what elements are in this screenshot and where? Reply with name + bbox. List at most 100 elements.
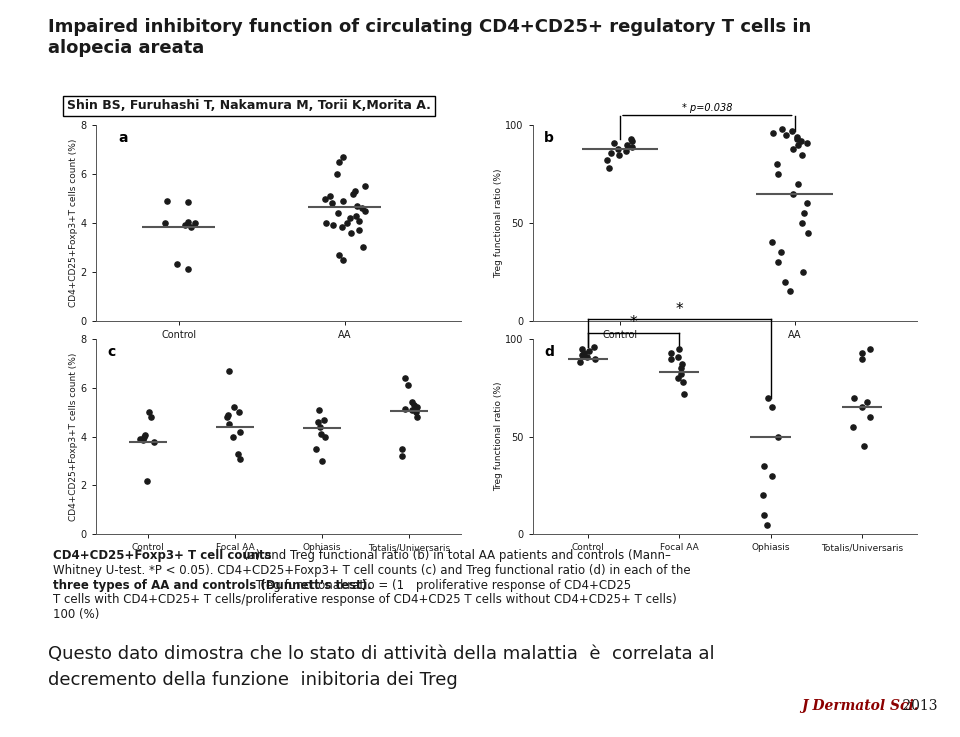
Point <box>343 212 358 224</box>
Point <box>856 441 872 453</box>
Point <box>219 411 234 423</box>
Point <box>789 133 804 145</box>
Point <box>325 220 341 231</box>
Point <box>846 421 861 433</box>
Point <box>619 139 635 151</box>
Point <box>799 137 814 149</box>
Point <box>397 372 413 384</box>
Point <box>222 365 237 377</box>
Point <box>132 433 148 445</box>
Point <box>771 256 786 268</box>
Point <box>760 392 776 404</box>
Point <box>778 129 793 141</box>
Point <box>318 430 333 442</box>
Text: Treg functional ratio = (1 proliferative response of CD4+CD25: Treg functional ratio = (1 proliferative… <box>252 579 632 592</box>
Point <box>400 380 416 391</box>
Point <box>169 259 184 270</box>
Point <box>795 266 810 278</box>
Point <box>357 181 372 192</box>
Point <box>313 428 328 440</box>
Point <box>771 168 786 180</box>
Point <box>785 143 801 155</box>
Point <box>756 460 772 472</box>
Point <box>143 411 158 423</box>
Point <box>227 402 242 413</box>
Point <box>139 475 155 486</box>
Point <box>574 349 589 360</box>
Point <box>784 125 800 137</box>
Point <box>790 178 805 190</box>
Point <box>409 402 424 413</box>
Point <box>141 406 156 418</box>
Point <box>770 158 785 170</box>
Point <box>781 285 797 297</box>
Point <box>331 207 347 219</box>
Point <box>351 214 367 226</box>
Point <box>676 388 691 399</box>
Point <box>778 276 793 287</box>
Point <box>331 249 347 261</box>
Point <box>793 135 808 147</box>
Point <box>795 149 810 161</box>
Point <box>226 430 241 442</box>
Point <box>351 224 367 236</box>
Point <box>599 155 614 167</box>
Point <box>756 509 772 520</box>
Point <box>220 409 235 421</box>
Text: decremento della funzione  inibitoria dei Treg: decremento della funzione inibitoria dei… <box>48 671 458 688</box>
Point <box>180 216 195 228</box>
Text: a: a <box>118 131 128 145</box>
Point <box>317 413 332 425</box>
Point <box>670 351 685 363</box>
Point <box>408 406 423 418</box>
Point <box>308 443 324 455</box>
Point <box>314 455 329 467</box>
Point <box>587 341 602 353</box>
Point <box>618 144 634 156</box>
Point <box>344 227 359 239</box>
Point <box>673 363 688 374</box>
Point <box>137 430 153 441</box>
Text: 100 (%): 100 (%) <box>53 608 99 621</box>
Point <box>790 139 805 151</box>
Point <box>323 190 338 202</box>
Point <box>785 188 801 200</box>
Point <box>674 368 689 380</box>
Point <box>800 227 815 239</box>
Point <box>774 246 789 258</box>
Point <box>336 195 351 207</box>
Point <box>588 352 603 364</box>
Point <box>159 195 175 207</box>
Y-axis label: CD4+CD25+Foxp3+T cells count (%): CD4+CD25+Foxp3+T cells count (%) <box>69 352 78 521</box>
Point <box>178 220 193 231</box>
Point <box>157 217 173 229</box>
Point <box>766 128 781 139</box>
Point <box>854 352 870 364</box>
Text: Shin BS, Furuhashi T, Nakamura M, Torii K,Morita A.: Shin BS, Furuhashi T, Nakamura M, Torii … <box>67 99 431 113</box>
Point <box>336 151 351 163</box>
Point <box>670 372 685 384</box>
Point <box>232 453 248 464</box>
Point <box>331 156 347 168</box>
Point <box>663 352 679 364</box>
Point <box>335 220 350 232</box>
Point <box>357 205 372 217</box>
Text: *: * <box>630 315 637 330</box>
Point <box>348 185 363 197</box>
Point <box>606 137 621 149</box>
Point <box>348 210 364 222</box>
Y-axis label: CD4+CD25+Foxp3+T cells count (%): CD4+CD25+Foxp3+T cells count (%) <box>69 139 78 307</box>
Text: *: * <box>675 301 683 317</box>
Point <box>318 192 333 204</box>
Point <box>602 162 617 174</box>
Text: J Dermatol Sci.: J Dermatol Sci. <box>802 699 920 713</box>
Point <box>354 203 370 214</box>
Point <box>576 347 591 359</box>
Point <box>232 426 248 438</box>
Point <box>187 217 203 229</box>
Text: T cells with CD4+CD25+ T cells/proliferative response of CD4+CD25 T cells withou: T cells with CD4+CD25+ T cells/prolifera… <box>53 593 677 607</box>
Point <box>612 149 627 161</box>
Point <box>674 358 689 370</box>
Text: Whitney U-test. *P < 0.05). CD4+CD25+Foxp3+ T cell counts (c) and Treg functiona: Whitney U-test. *P < 0.05). CD4+CD25+Fox… <box>53 564 690 577</box>
Point <box>756 489 771 501</box>
